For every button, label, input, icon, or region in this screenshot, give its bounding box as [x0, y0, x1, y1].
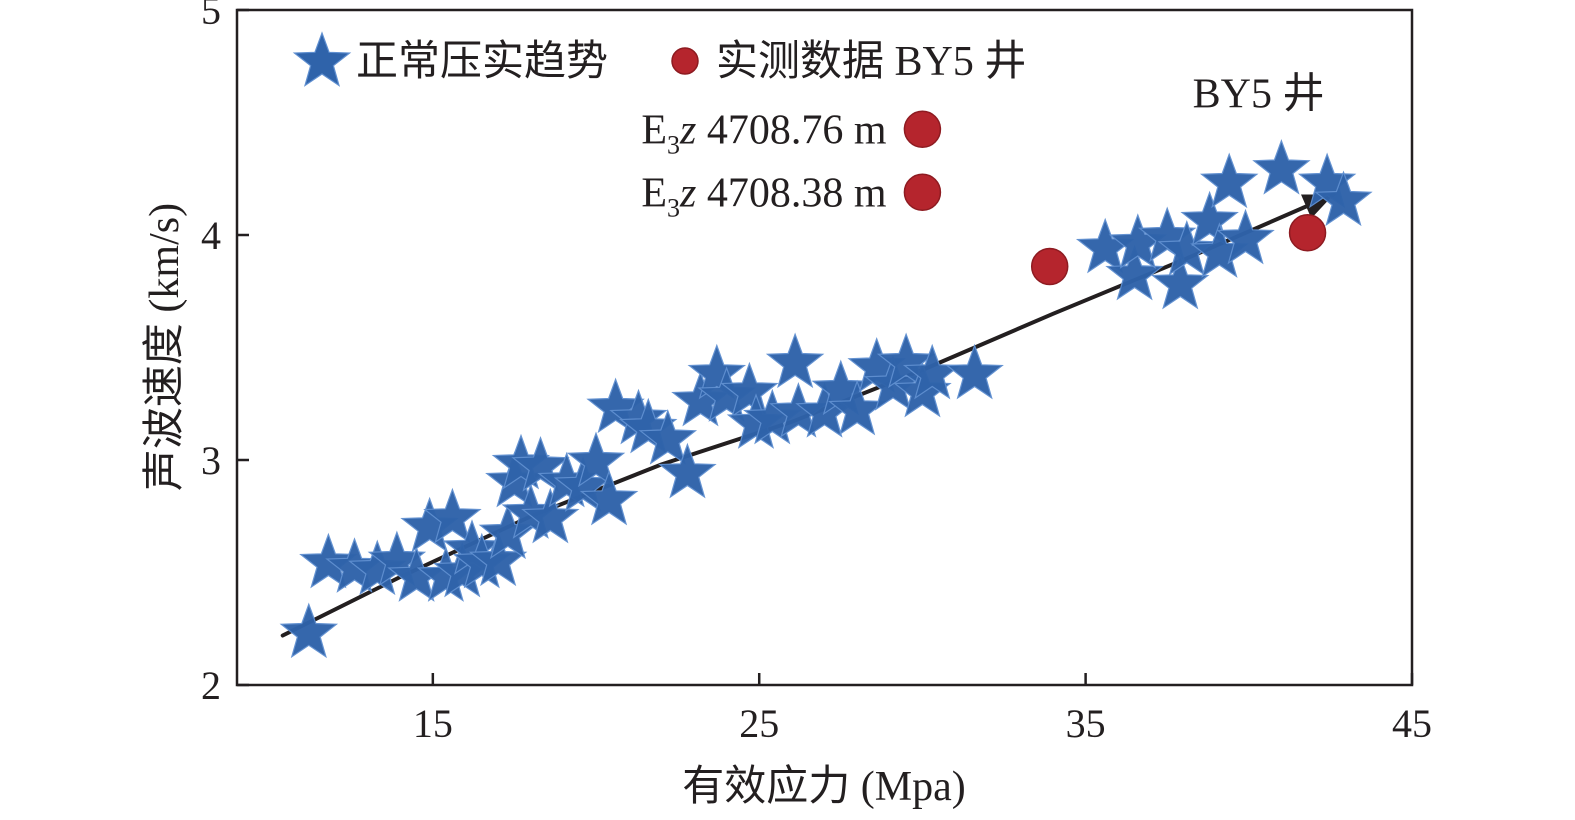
y-axis-title: 声波速度 (km/s)	[142, 203, 188, 491]
annotation-depth-label: E3z 4708.38 m	[641, 170, 887, 222]
star-point	[511, 435, 570, 492]
x-tick-label: 35	[1066, 701, 1106, 746]
star-point	[566, 431, 626, 488]
star-point	[658, 442, 717, 499]
x-axis-title: 有效应力 (Mpa)	[682, 763, 965, 810]
star-point	[687, 343, 747, 400]
legend-circle-marker	[671, 47, 699, 75]
plot-area-frame	[235, 8, 1414, 687]
annotation-main: E	[641, 107, 667, 153]
star-point	[1199, 152, 1259, 209]
y-tick-label: 4	[201, 213, 221, 258]
annotation-italic: z	[679, 107, 696, 153]
annotation-subscript: 3	[667, 193, 680, 222]
star-point	[279, 602, 339, 659]
star-point	[1151, 253, 1210, 310]
star-point	[1180, 190, 1239, 247]
annotation-main: E	[641, 170, 667, 216]
circle-point	[903, 173, 942, 211]
star-point	[1157, 219, 1217, 276]
legend-label-measured: 实测数据 BY5 井	[716, 38, 1026, 85]
data-points-layer	[279, 110, 1373, 659]
legend-star-marker	[292, 31, 352, 87]
circle-point	[1288, 214, 1327, 252]
star-point	[1314, 170, 1373, 227]
legend-circle-shape	[671, 47, 699, 75]
annotation-well-label: BY5 井	[1193, 71, 1325, 117]
annotation-subscript: 3	[667, 130, 680, 159]
annotation-depth-label: E3z 4708.76 m	[641, 107, 887, 159]
circle-point	[1030, 247, 1069, 286]
y-tick-label: 2	[201, 663, 221, 708]
star-point	[579, 469, 639, 526]
star-point	[765, 332, 825, 389]
star-point	[720, 361, 779, 418]
x-tick-label: 15	[413, 701, 453, 746]
legend-label-trend: 正常压实趋势	[356, 38, 608, 85]
legend-star-shape	[292, 31, 352, 87]
star-point	[1105, 244, 1164, 301]
x-axis-ticks: 15 25 35 45	[413, 673, 1432, 746]
y-tick-label: 5	[201, 0, 221, 33]
star-point	[876, 332, 936, 389]
star-point	[423, 487, 482, 544]
annotation-italic: z	[679, 170, 696, 216]
star-point	[521, 487, 580, 544]
star-point	[945, 343, 1004, 400]
x-tick-label: 25	[739, 701, 779, 746]
star-point	[1216, 208, 1275, 265]
annotation-rest: 4708.76 m	[696, 107, 887, 153]
legend: 正常压实趋势 实测数据 BY5 井	[292, 31, 1026, 87]
annotation-rest: 4708.38 m	[696, 170, 887, 216]
y-axis-ticks: 2 3 4 5	[201, 0, 249, 708]
y-tick-label: 3	[201, 438, 221, 483]
star-point	[1252, 139, 1311, 195]
circle-point	[903, 110, 942, 148]
x-tick-label: 45	[1392, 701, 1432, 746]
star-point	[638, 409, 698, 465]
